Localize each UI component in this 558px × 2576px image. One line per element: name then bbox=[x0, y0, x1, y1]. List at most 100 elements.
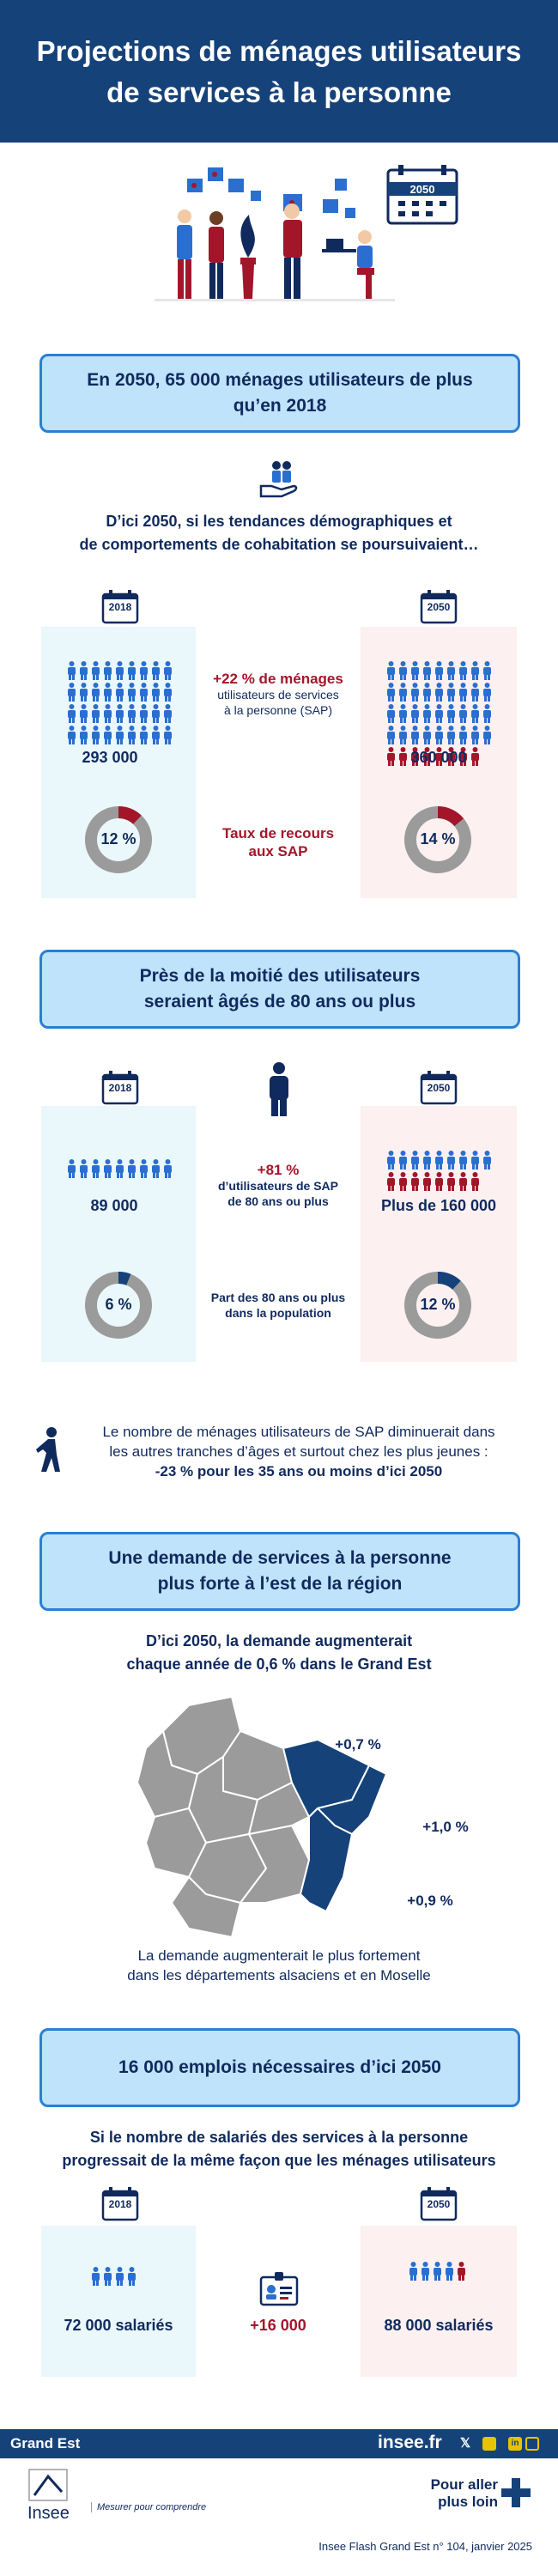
donut-label: 12 % bbox=[420, 1296, 456, 1313]
share-label-line2: dans la population bbox=[225, 1306, 331, 1320]
person-icon bbox=[422, 683, 432, 702]
footer-site-link[interactable]: insee.fr bbox=[378, 2433, 442, 2452]
person-icon bbox=[458, 747, 468, 766]
person-icon bbox=[79, 683, 88, 702]
person-icon bbox=[422, 747, 432, 766]
section3-caption: La demande augmenterait le plus fortemen… bbox=[0, 1946, 558, 1985]
calendar-2050: 2050 bbox=[419, 589, 458, 629]
person-icon bbox=[434, 1172, 444, 1191]
section2-banner-line1: Près de la moitié des utilisateurs bbox=[139, 966, 421, 986]
person-icon bbox=[410, 704, 420, 723]
person-icon bbox=[470, 1172, 480, 1191]
person-icon bbox=[67, 661, 76, 680]
person-icon bbox=[127, 683, 136, 702]
person-icon bbox=[446, 726, 456, 744]
person-icon bbox=[457, 2262, 466, 2281]
donut-label: 14 % bbox=[420, 830, 456, 848]
calendar-2018: 2018 bbox=[100, 2186, 140, 2227]
rate-label-line1: Taux de recours bbox=[221, 825, 335, 841]
person-icon bbox=[410, 1172, 420, 1191]
page-title-line1: Projections de ménages utilisateurs bbox=[36, 35, 522, 67]
more-info-link[interactable]: Pour aller plus loin bbox=[403, 2476, 498, 2511]
hero-illustration: 2050 bbox=[155, 165, 458, 301]
person-icon bbox=[163, 1159, 173, 1178]
person-icon bbox=[445, 2262, 454, 2281]
people-grid-2050 bbox=[386, 1151, 498, 1191]
person-icon bbox=[139, 661, 149, 680]
person-icon bbox=[91, 2267, 100, 2286]
calendar-2018: 2018 bbox=[100, 589, 140, 629]
rate-label: Taux de recours aux SAP bbox=[196, 824, 361, 860]
person-icon bbox=[470, 661, 480, 680]
map-label-haut-rhin: +0,9 % bbox=[407, 1893, 453, 1909]
person-icon bbox=[67, 704, 76, 723]
person-icon bbox=[410, 1151, 420, 1170]
calendar-icon bbox=[386, 165, 458, 225]
section1-intro-line2: de comportements de cohabitation se pour… bbox=[79, 536, 479, 553]
person-icon bbox=[163, 683, 173, 702]
donut-2018: 12 % bbox=[82, 804, 155, 876]
youtube-icon[interactable] bbox=[482, 2437, 496, 2451]
calendar-2050: 2050 bbox=[419, 2186, 458, 2227]
calendar-2018: 2018 bbox=[100, 1070, 140, 1110]
section3-intro: D’ici 2050, la demande augmenterait chaq… bbox=[0, 1630, 558, 1676]
person-icon bbox=[127, 726, 136, 744]
person-icon bbox=[482, 726, 492, 744]
page-title-line2: de services à la personne bbox=[106, 76, 452, 108]
section3-banner-line2: plus forte à l’est de la région bbox=[157, 1574, 403, 1594]
change-desc-line2: à la personne (SAP) bbox=[223, 703, 333, 717]
change-desc-line1: utilisateurs de services bbox=[217, 688, 339, 702]
donut-2018: 6 % bbox=[82, 1269, 155, 1341]
person-icon bbox=[386, 704, 396, 723]
year-label: 2018 bbox=[108, 2198, 132, 2210]
person-icon bbox=[115, 683, 124, 702]
walking-person-icon bbox=[36, 1427, 60, 1472]
person-icon bbox=[398, 661, 408, 680]
person-icon bbox=[422, 726, 432, 744]
donut-segment bbox=[404, 806, 471, 873]
section2-banner-line2: seraient âgés de 80 ans ou plus bbox=[143, 992, 416, 1012]
instagram-icon[interactable] bbox=[525, 2437, 539, 2451]
section4-intro-line1: Si le nombre de salariés des services à … bbox=[89, 2129, 469, 2146]
change-desc-line1: d’utilisateurs de SAP bbox=[217, 1179, 339, 1193]
calendar-icon bbox=[101, 2187, 139, 2221]
section4-banner-text: 16 000 emplois nécessaires d’ici 2050 bbox=[118, 2057, 441, 2077]
person-icon bbox=[434, 704, 444, 723]
person-icon bbox=[103, 683, 112, 702]
person-icon bbox=[458, 683, 468, 702]
person-icon bbox=[91, 704, 100, 723]
person-icon bbox=[446, 1151, 456, 1170]
note-line1: Le nombre de ménages utilisateurs de SAP… bbox=[102, 1424, 495, 1440]
change-label: +22 % de ménages bbox=[213, 671, 343, 687]
plus-icon[interactable] bbox=[501, 2478, 531, 2507]
person-icon bbox=[103, 661, 112, 680]
person-icon bbox=[115, 1159, 124, 1178]
person-icon bbox=[482, 661, 492, 680]
section4-banner: 16 000 emplois nécessaires d’ici 2050 bbox=[39, 2028, 520, 2107]
person-icon bbox=[103, 704, 112, 723]
person-icon bbox=[139, 726, 149, 744]
people-grid-2050 bbox=[386, 661, 498, 766]
calendar-icon bbox=[420, 590, 458, 624]
donut-2050: 12 % bbox=[402, 1269, 474, 1341]
person-icon bbox=[398, 683, 408, 702]
section4-intro: Si le nombre de salariés des services à … bbox=[0, 2126, 558, 2172]
person-icon bbox=[470, 726, 480, 744]
region-map bbox=[137, 1697, 387, 1938]
person-icon bbox=[470, 1151, 480, 1170]
x-social-icon[interactable]: 𝕏 bbox=[459, 2436, 471, 2451]
section4-intro-line2: progressait de la même façon que les mén… bbox=[62, 2152, 496, 2169]
person-icon bbox=[151, 1159, 161, 1178]
person-icon bbox=[127, 704, 136, 723]
person-icon bbox=[139, 683, 149, 702]
person-icon bbox=[434, 726, 444, 744]
person-icon bbox=[410, 747, 420, 766]
id-badge-icon bbox=[259, 2272, 299, 2306]
person-icon bbox=[434, 661, 444, 680]
person-icon bbox=[386, 1172, 396, 1191]
person-icon bbox=[139, 704, 149, 723]
person-icon bbox=[151, 683, 161, 702]
linkedin-icon[interactable]: in bbox=[508, 2437, 522, 2451]
publication-reference: Insee Flash Grand Est n° 104, janvier 20… bbox=[318, 2540, 532, 2553]
page-header: Projections de ménages utilisateurs de s… bbox=[0, 0, 558, 143]
